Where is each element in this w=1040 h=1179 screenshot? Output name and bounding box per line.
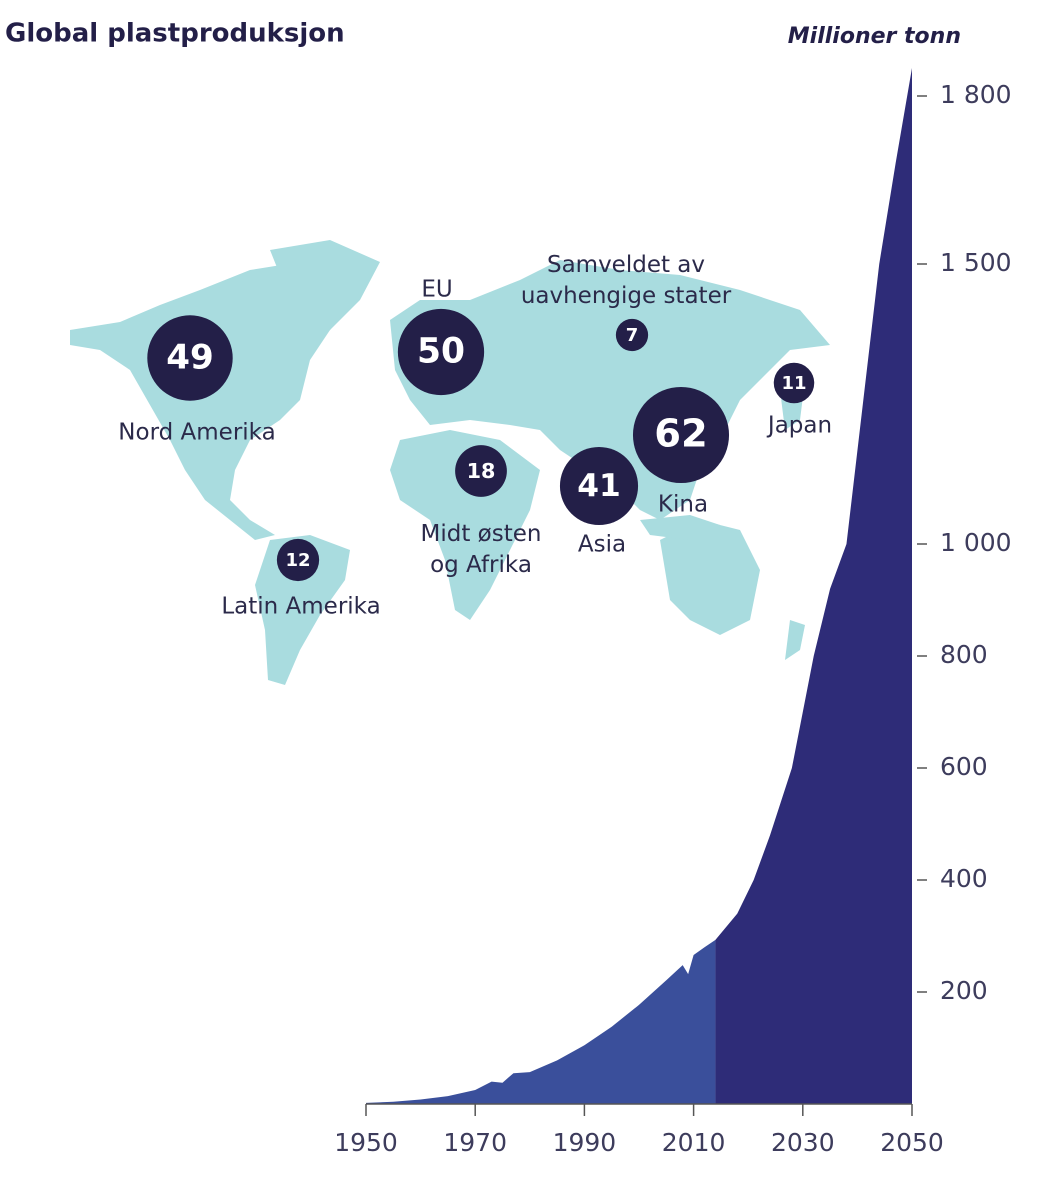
bubble-label: 7 bbox=[626, 325, 639, 346]
x-tick-label: 1990 bbox=[553, 1128, 617, 1157]
bubble bbox=[632, 386, 730, 484]
chart-title: Global plastproduksjon bbox=[5, 19, 345, 49]
region-label: Kina bbox=[657, 491, 709, 518]
region-label: Samveldet av uavhengige stater bbox=[520, 252, 732, 309]
area bbox=[715, 68, 912, 1104]
bubble-label: 41 bbox=[577, 468, 620, 504]
y-tick-label: 600 bbox=[940, 752, 988, 781]
x-tick-label: 2010 bbox=[662, 1128, 726, 1157]
bubble-label: 18 bbox=[467, 459, 496, 483]
y-tick-label: 200 bbox=[940, 976, 988, 1005]
area bbox=[366, 939, 716, 1104]
x-tick-label: 1970 bbox=[443, 1128, 507, 1157]
x-tick-label: 2030 bbox=[771, 1128, 835, 1157]
y-tick-label: 1 800 bbox=[940, 80, 1012, 109]
bubble bbox=[615, 318, 649, 352]
bubble-label: 11 bbox=[781, 373, 806, 394]
y-tick-label: 1 000 bbox=[940, 528, 1012, 557]
region-label: Nord Amerika bbox=[118, 419, 276, 446]
y-tick-label: 1 500 bbox=[940, 248, 1012, 277]
x-tick-label: 1950 bbox=[334, 1128, 398, 1157]
x-tick-label: 2050 bbox=[880, 1128, 944, 1157]
region-label: Midt østen og Afrika bbox=[420, 521, 542, 578]
y-axis-title: Millioner tonn bbox=[788, 24, 961, 49]
bubble bbox=[276, 538, 320, 582]
bubble-label: 50 bbox=[417, 332, 465, 372]
region-label: Latin Amerika bbox=[221, 593, 381, 620]
bubble bbox=[455, 445, 507, 497]
region-label: EU bbox=[421, 276, 453, 303]
bubble bbox=[147, 315, 233, 401]
bubble bbox=[559, 446, 639, 526]
y-tick-label: 800 bbox=[940, 640, 988, 669]
bubble bbox=[773, 362, 815, 404]
region-label: Asia bbox=[577, 531, 627, 558]
bubble-label: 12 bbox=[285, 550, 310, 571]
region-label: Japan bbox=[767, 412, 833, 439]
y-tick-label: 400 bbox=[940, 864, 988, 893]
bubble-label: 49 bbox=[166, 338, 214, 378]
bubble bbox=[397, 308, 485, 396]
bubble-label: 62 bbox=[654, 412, 707, 457]
